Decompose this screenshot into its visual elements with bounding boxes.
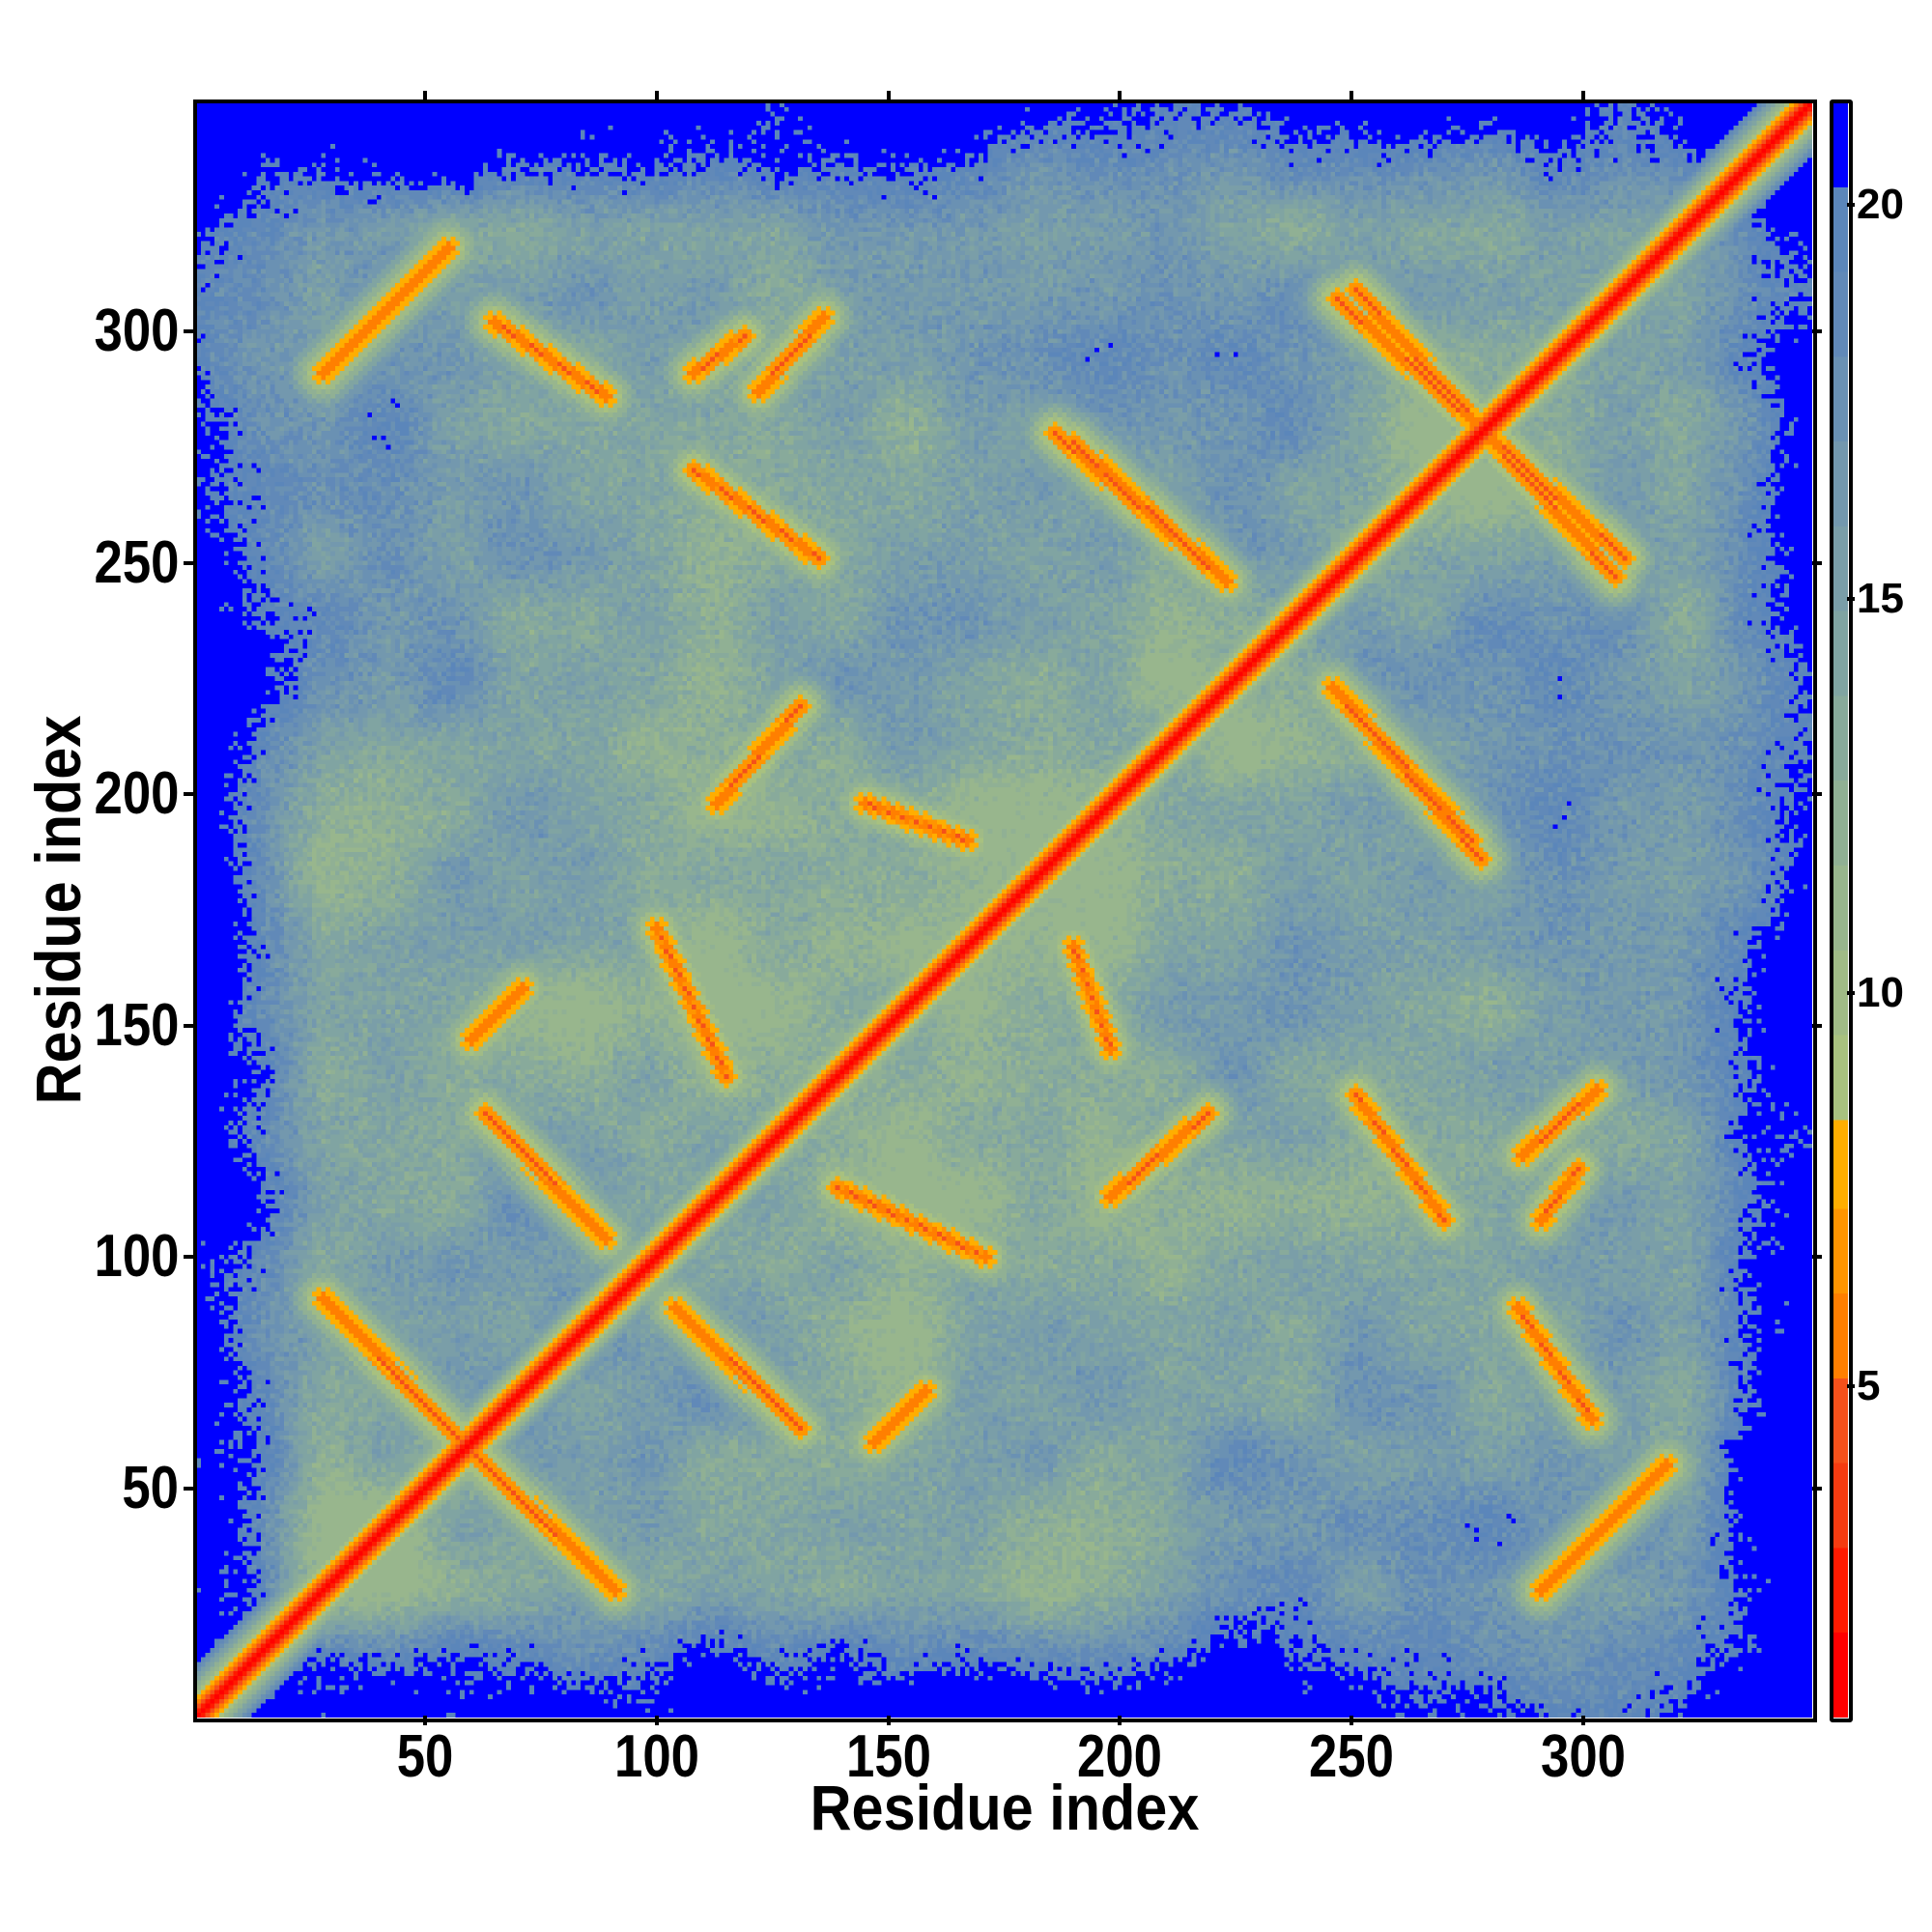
colorbar-tick-label: 20 xyxy=(1857,181,1904,229)
colorbar-tick-label: 5 xyxy=(1857,1362,1881,1410)
x-tick-label: 300 xyxy=(1540,1723,1626,1790)
y-tick-mark xyxy=(1812,1486,1822,1491)
x-tick-mark xyxy=(654,1716,659,1725)
colorbar xyxy=(1833,102,1848,1718)
y-tick-mark xyxy=(1812,329,1822,334)
x-tick-label: 200 xyxy=(1077,1723,1163,1790)
x-tick-label: 250 xyxy=(1309,1723,1394,1790)
colorbar-tick-label: 10 xyxy=(1857,968,1904,1016)
y-tick-label: 200 xyxy=(94,760,179,828)
y-tick-mark xyxy=(184,792,193,797)
y-axis-label: Residue index xyxy=(22,715,94,1105)
y-tick-label: 50 xyxy=(122,1454,179,1521)
x-tick-mark xyxy=(1118,91,1122,100)
y-tick-mark xyxy=(184,1023,193,1028)
x-tick-label: 150 xyxy=(845,1723,931,1790)
y-tick-label: 100 xyxy=(94,1223,179,1291)
y-tick-mark xyxy=(184,329,193,334)
y-tick-label: 250 xyxy=(94,528,179,596)
y-tick-mark xyxy=(1812,1023,1822,1028)
colorbar-tick-mark xyxy=(1847,203,1855,208)
y-tick-label: 300 xyxy=(94,298,179,365)
colorbar-tick-mark xyxy=(1847,596,1855,601)
x-tick-mark xyxy=(886,91,891,100)
x-tick-mark xyxy=(423,1716,428,1725)
x-tick-mark xyxy=(1118,1716,1122,1725)
y-tick-mark xyxy=(184,560,193,565)
x-tick-label: 100 xyxy=(614,1723,699,1790)
colorbar-tick-label: 15 xyxy=(1857,574,1904,622)
y-tick-mark xyxy=(184,1486,193,1491)
x-tick-label: 50 xyxy=(396,1723,454,1790)
y-tick-mark xyxy=(1812,792,1822,797)
x-tick-mark xyxy=(1580,1716,1585,1725)
y-tick-label: 150 xyxy=(94,991,179,1059)
colorbar-tick-mark xyxy=(1847,1384,1855,1389)
x-tick-mark xyxy=(886,1716,891,1725)
colorbar-tick-mark xyxy=(1847,990,1855,995)
y-tick-mark xyxy=(1812,560,1822,565)
x-tick-mark xyxy=(1350,91,1354,100)
x-axis-label: Residue index xyxy=(810,1772,1200,1843)
x-tick-mark xyxy=(1580,91,1585,100)
y-tick-mark xyxy=(184,1255,193,1260)
heatmap-cells xyxy=(196,102,1812,1718)
y-tick-mark xyxy=(1812,1255,1822,1260)
x-tick-mark xyxy=(423,91,428,100)
x-tick-mark xyxy=(1350,1716,1354,1725)
x-tick-mark xyxy=(654,91,659,100)
